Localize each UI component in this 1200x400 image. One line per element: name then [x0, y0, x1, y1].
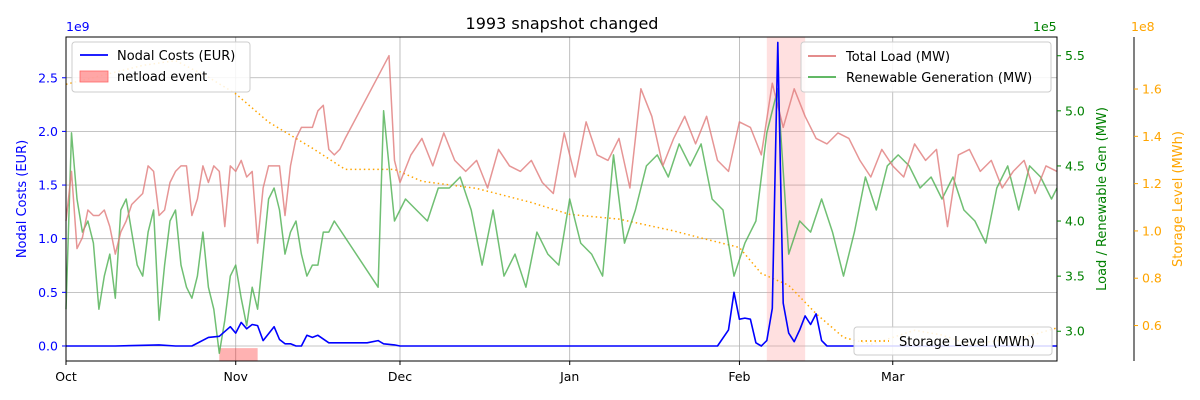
right-tick-label: 4.0	[1065, 214, 1085, 229]
x-tick-label-mar: Mar	[881, 369, 905, 384]
left-axis-label: Nodal Costs (EUR)	[15, 140, 30, 258]
x-axis: Oct Nov Dec Jan Feb Mar	[55, 361, 905, 384]
left-axis: 0.0 0.5 1.0 1.5 2.0 2.5	[38, 70, 66, 353]
event-shade-2	[766, 37, 806, 361]
left-tick-label: 2.5	[38, 70, 58, 85]
event-shade-1	[219, 348, 258, 361]
legend-label-total-load: Total Load (MW)	[845, 50, 950, 65]
legend-label-storage-level: Storage Level (MWh)	[899, 335, 1035, 350]
right-tick-label: 4.5	[1065, 158, 1085, 173]
right-tick-label: 3.5	[1065, 269, 1085, 284]
legend-upper-right: Total Load (MW) Renewable Generation (MW…	[800, 41, 1052, 93]
left-tick-label: 1.0	[38, 231, 58, 246]
event-shading	[219, 37, 806, 361]
right-axis-label: Load / Renewable Gen (MW)	[1095, 107, 1110, 291]
right-tick-label: 5.5	[1065, 48, 1085, 63]
far-right-tick-label: 1.0	[1142, 223, 1162, 238]
left-tick-label: 2.0	[38, 124, 58, 139]
left-tick-label: 0.5	[38, 285, 58, 300]
legend-label-netload-event: netload event	[117, 70, 207, 85]
series-line-total-load-mw	[65, 54, 1058, 255]
far-right-axis: 0.6 0.8 1.0 1.2 1.4 1.6	[1133, 37, 1162, 361]
chart-title: 1993 snapshot changed	[466, 14, 659, 33]
legend-swatch-netload-event	[79, 70, 109, 83]
left-tick-label: 0.0	[38, 338, 58, 353]
legend-label-nodal-costs: Nodal Costs (EUR)	[117, 49, 235, 64]
legend-lower-right: Storage Level (MWh)	[853, 326, 1053, 356]
series-lines	[65, 41, 1058, 355]
far-right-tick-label: 0.8	[1142, 271, 1162, 286]
right-tick-label: 3.0	[1065, 324, 1085, 339]
far-right-axis-offset: 1e8	[1131, 19, 1155, 34]
plot-frame	[65, 36, 1058, 362]
far-right-tick-label: 1.6	[1142, 82, 1162, 97]
x-tick-label-oct: Oct	[55, 369, 77, 384]
legend-upper-left: Nodal Costs (EUR) netload event	[71, 41, 251, 93]
left-tick-label: 1.5	[38, 178, 58, 193]
x-tick-label-nov: Nov	[224, 369, 249, 384]
left-axis-offset: 1e9	[66, 19, 90, 34]
x-tick-label-dec: Dec	[388, 369, 412, 384]
right-axis-offset: 1e5	[1033, 19, 1057, 34]
series-line-storage-level-mwh	[65, 59, 1058, 346]
series-line-nodal-costs-eur	[66, 41, 1057, 347]
far-right-tick-label: 0.6	[1142, 318, 1162, 333]
legend-label-renewable-generation: Renewable Generation (MW)	[846, 71, 1032, 86]
far-right-axis-label: Storage Level (MWh)	[1171, 131, 1186, 267]
x-tick-label-feb: Feb	[728, 369, 750, 384]
right-tick-label: 5.0	[1065, 103, 1085, 118]
x-tick-label-jan: Jan	[559, 369, 579, 384]
far-right-tick-label: 1.4	[1142, 129, 1162, 144]
far-right-tick-label: 1.2	[1142, 176, 1162, 191]
right-axis: 3.0 3.5 4.0 4.5 5.0 5.5	[1057, 48, 1085, 339]
series-line-renewable-generation-mw	[65, 88, 1058, 355]
